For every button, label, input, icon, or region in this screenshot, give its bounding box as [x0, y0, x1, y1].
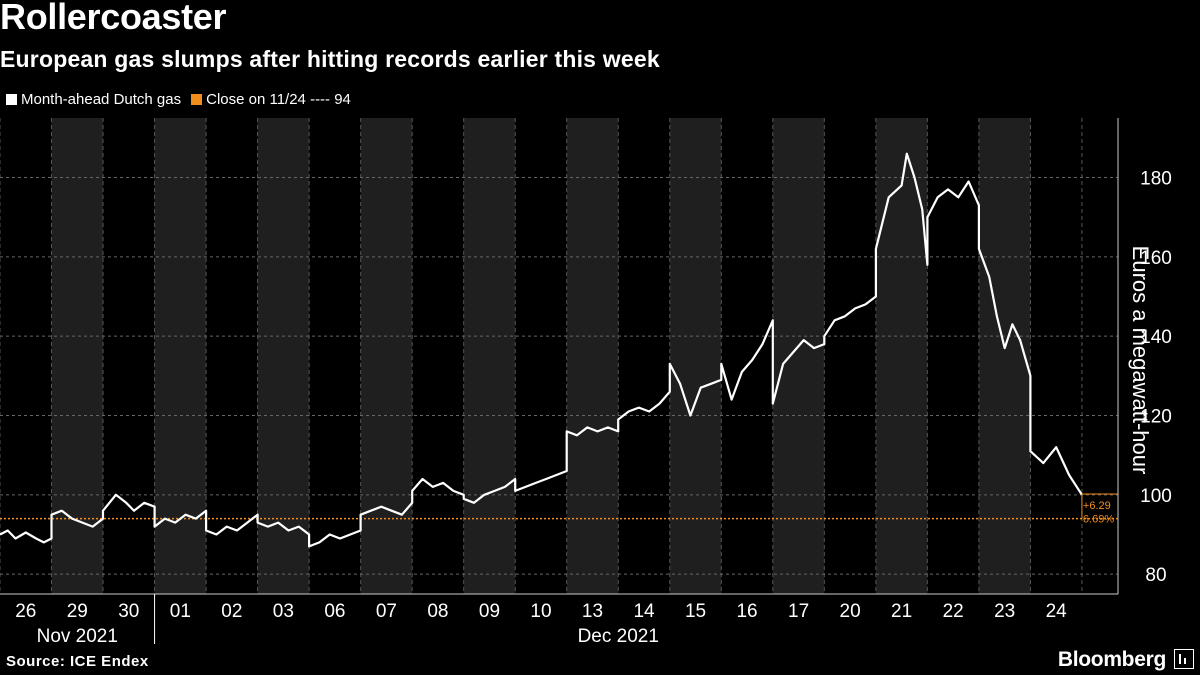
- series-swatch-icon: [6, 94, 17, 105]
- chart-icon: [1174, 649, 1194, 669]
- x-month-label: Dec 2021: [578, 626, 659, 647]
- y-tick-label: 160: [1140, 248, 1172, 269]
- chart-subtitle: European gas slumps after hitting record…: [0, 46, 660, 72]
- legend-series-label: Month-ahead Dutch gas: [21, 91, 182, 108]
- x-tick-label: 14: [633, 601, 655, 622]
- x-tick-label: 07: [376, 601, 397, 622]
- y-tick-label: 140: [1140, 327, 1172, 348]
- x-tick-label: 20: [840, 601, 861, 622]
- day-band: [51, 118, 104, 594]
- day-band: [463, 118, 516, 594]
- x-tick-label: 15: [685, 601, 706, 622]
- day-band: [875, 118, 928, 594]
- legend: Month-ahead Dutch gas Close on 11/24 ---…: [6, 91, 361, 108]
- day-band: [154, 118, 207, 594]
- y-tick-label: 100: [1140, 486, 1172, 507]
- x-tick-label: 06: [324, 601, 345, 622]
- change-percent-label: 6.69%: [1083, 514, 1114, 526]
- x-tick-label: 22: [943, 601, 964, 622]
- day-band: [669, 118, 722, 594]
- x-tick-label: 26: [15, 601, 36, 622]
- day-band: [257, 118, 310, 594]
- y-tick-label: 80: [1145, 565, 1166, 586]
- series-line: [0, 152, 1083, 548]
- y-tick-label: 120: [1140, 407, 1172, 428]
- change-value-label: +6.29: [1083, 500, 1111, 512]
- day-band: [978, 118, 1031, 594]
- y-tick-label: 180: [1140, 169, 1172, 190]
- x-tick-label: 13: [582, 601, 603, 622]
- x-tick-label: 03: [273, 601, 294, 622]
- legend-item-reference: Close on 11/24 ---- 94: [191, 91, 351, 108]
- y-axis-label: Euros a megawatt-hour: [1128, 245, 1153, 475]
- chart-title: Rollercoaster: [0, 0, 227, 37]
- legend-reference-label: Close on 11/24 ---- 94: [206, 91, 351, 108]
- legend-item-series: Month-ahead Dutch gas: [6, 91, 181, 108]
- x-tick-label: 09: [479, 601, 500, 622]
- x-tick-label: 29: [67, 601, 88, 622]
- reference-swatch-icon: [191, 94, 203, 105]
- x-tick-label: 21: [891, 601, 912, 622]
- x-tick-label: 01: [170, 601, 191, 622]
- x-tick-label: 30: [118, 601, 139, 622]
- x-month-label: Nov 2021: [37, 626, 118, 647]
- x-tick-label: 24: [1046, 601, 1068, 622]
- day-band: [566, 118, 619, 594]
- x-tick-label: 16: [736, 601, 757, 622]
- day-band: [360, 118, 413, 594]
- source-note: Source: ICE Endex: [6, 653, 149, 670]
- x-tick-label: 17: [788, 601, 809, 622]
- x-tick-label: 10: [530, 601, 551, 622]
- x-tick-label: 02: [221, 601, 242, 622]
- x-tick-label: 08: [427, 601, 448, 622]
- x-tick-label: 23: [994, 601, 1015, 622]
- brand-logo: Bloomberg: [1057, 648, 1166, 671]
- day-band: [772, 118, 825, 594]
